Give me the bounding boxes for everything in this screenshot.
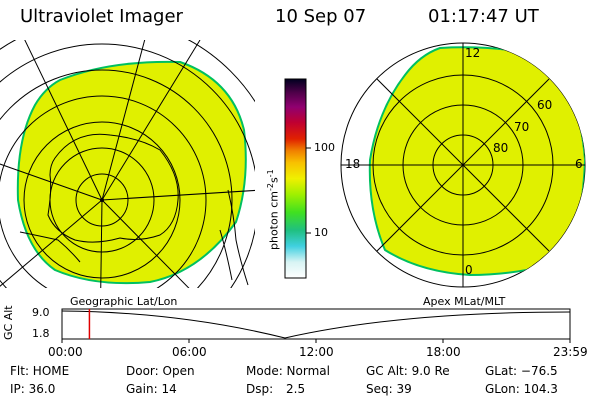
left-lat-circle [23, 121, 181, 279]
left-pole-dot [100, 198, 104, 202]
geographic-label: Geographic Lat/Lon [70, 295, 178, 308]
left-lat-circle [0, 43, 255, 288]
colorbar-unit-label: photon cm-2s-1 [266, 169, 281, 250]
mlat-60-label: 60 [537, 98, 553, 112]
ip-label: IP: 36.0 [10, 382, 56, 396]
apex-label: Apex MLat/MLT [423, 295, 506, 308]
left-aurora-image [16, 60, 247, 285]
timeline-tick-4: 23:59 [553, 345, 588, 359]
gc-altitude-label: GC Alt: 9.0 Re [366, 364, 450, 378]
glon-label: GLon: 104.3 [485, 382, 558, 396]
dsp-label: Dsp: [246, 382, 274, 396]
unit-exp1: -2 [266, 183, 275, 192]
timeline-y-label: GC Alt [2, 305, 15, 340]
mlat-80-label: 80 [493, 141, 509, 155]
door-label: Door: Open [126, 364, 195, 378]
unit-text: photon cm [267, 191, 281, 250]
timeline-tick-3: 18:00 [426, 345, 461, 359]
mlt-0-label: 0 [465, 263, 473, 277]
timeline-y-bottom: 1.8 [32, 327, 50, 340]
timeline-tick-0: 00:00 [48, 345, 83, 359]
unit-exp2: -1 [266, 169, 275, 178]
colorbar [284, 78, 307, 279]
gain-label: Gain: 14 [126, 382, 177, 396]
colorbar-ticks [306, 147, 311, 234]
timeline-plot [61, 308, 571, 343]
mlt-6-label: 6 [575, 157, 583, 171]
left-lat-circle [0, 95, 207, 288]
sequence-label: Seq: 39 [366, 382, 412, 396]
altitude-curve [61, 310, 571, 339]
mlat-70-label: 70 [514, 120, 530, 134]
timeline-ticks [61, 339, 571, 343]
mode-label: Mode: Normal [246, 364, 330, 378]
time-label: 01:17:47 UT [428, 6, 539, 27]
flight-label: Flt: HOME [10, 364, 70, 378]
left-geographic-map [0, 40, 255, 288]
left-lat-circle [0, 69, 233, 288]
date-label: 10 Sep 07 [275, 6, 367, 27]
colorbar-tick-10: 10 [314, 226, 328, 239]
coastline [47, 133, 179, 243]
mlt-12-label: 12 [465, 46, 481, 60]
instrument-title: Ultraviolet Imager [20, 6, 183, 27]
timeline-tick-2: 12:00 [299, 345, 334, 359]
timeline-tick-1: 06:00 [172, 345, 207, 359]
right-apex-map [340, 42, 586, 288]
colorbar-tick-100: 100 [314, 141, 335, 154]
mlt-18-label: 18 [345, 157, 361, 171]
dsp-value: 2.5 [286, 382, 306, 396]
unit-mid: s [267, 177, 281, 184]
glat-label: GLat: −76.5 [485, 364, 558, 378]
timeline-y-top: 9.0 [32, 306, 50, 319]
